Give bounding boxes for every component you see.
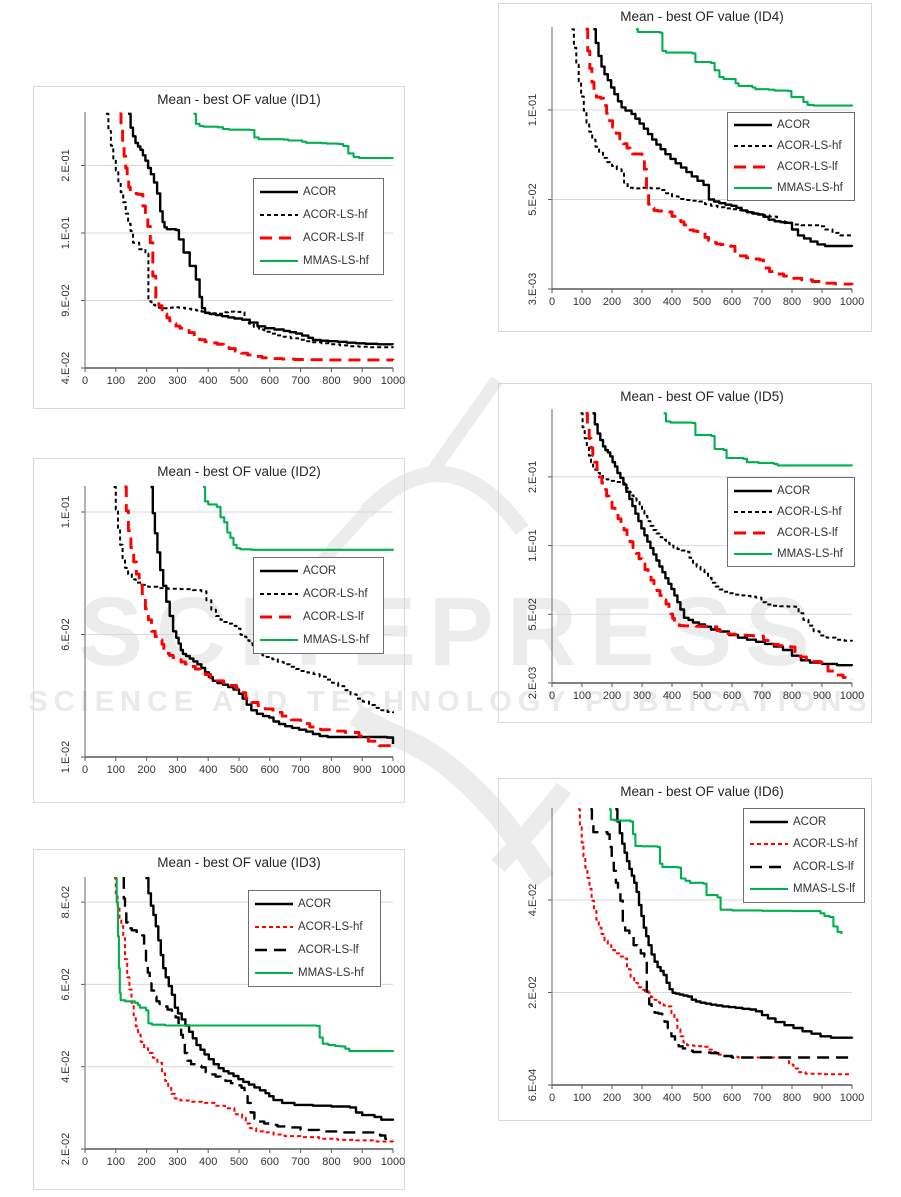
chart-title-id2: Mean - best OF value (ID2) — [157, 464, 321, 479]
legend-label: ACOR-LS-hf — [303, 588, 368, 601]
legend-label: ACOR — [793, 816, 827, 829]
legend-line-sample — [260, 615, 298, 619]
legend-label: MMAS-LS-hf — [777, 181, 843, 194]
legend-id6: ACOR ACOR-LS-hf ACOR-LS-lf MMAS-LS-lf — [743, 808, 865, 903]
legend-label: ACOR-LS-lf — [303, 231, 364, 244]
legend-entry: ACOR — [255, 898, 374, 910]
legend-label: MMAS-LS-lf — [793, 882, 855, 895]
legend-entry: ACOR-LS-lf — [750, 861, 858, 873]
legend-line-sample — [750, 820, 788, 824]
legend-line-sample — [260, 236, 298, 240]
legend-line-sample — [750, 887, 788, 890]
legend-entry: ACOR-LS-lf — [260, 232, 377, 244]
legend-line-sample — [260, 570, 298, 573]
legend-entry: ACOR-LS-hf — [260, 588, 377, 600]
legend-label: MMAS-LS-hf — [303, 254, 369, 267]
legend-label: ACOR-LS-lf — [298, 943, 359, 956]
legend-line-sample — [260, 214, 298, 217]
legend-entry: MMAS-LS-hf — [260, 255, 377, 267]
legend-id5: ACOR ACOR-LS-hf ACOR-LS-lf MMAS-LS-hf — [727, 477, 855, 567]
legend-entry: MMAS-LS-hf — [734, 548, 848, 560]
chart-panel-id6 — [498, 778, 872, 1121]
chart-panel-id3 — [33, 849, 405, 1190]
legend-line-sample — [734, 510, 772, 513]
legend-entry: ACOR-LS-hf — [260, 209, 377, 221]
legend-line-sample — [734, 531, 772, 534]
legend-line-sample — [734, 489, 772, 492]
legend-entry: ACOR-LS-lf — [255, 944, 374, 956]
legend-label: ACOR — [298, 898, 332, 911]
legend-entry: ACOR — [260, 565, 377, 577]
legend-entry: ACOR-LS-hf — [734, 140, 848, 152]
chart-title-id4: Mean - best OF value (ID4) — [620, 9, 784, 24]
legend-line-sample — [734, 145, 772, 148]
legend-line-sample — [734, 186, 772, 189]
legend-id1: ACOR ACOR-LS-hf ACOR-LS-lf MMAS-LS-hf — [253, 178, 384, 275]
legend-label: ACOR-LS-lf — [777, 160, 838, 173]
legend-label: ACOR — [303, 186, 337, 199]
legend-label: MMAS-LS-hf — [298, 966, 364, 979]
legend-label: MMAS-LS-hf — [777, 547, 843, 560]
chart-panel-id1 — [33, 86, 405, 409]
legend-label: ACOR-LS-lf — [793, 860, 854, 873]
legend-line-sample — [734, 165, 772, 169]
legend-label: ACOR-LS-hf — [777, 505, 842, 518]
legend-label: ACOR-LS-lf — [303, 610, 364, 623]
legend-entry: ACOR-LS-hf — [750, 838, 858, 850]
legend-id3: ACOR ACOR-LS-hf ACOR-LS-lf MMAS-LS-hf — [248, 890, 381, 987]
legend-line-sample — [260, 259, 298, 262]
legend-label: MMAS-LS-hf — [303, 633, 369, 646]
legend-line-sample — [260, 593, 298, 596]
legend-entry: ACOR — [260, 186, 377, 198]
legend-label: ACOR — [303, 565, 337, 578]
legend-line-sample — [734, 552, 772, 555]
legend-entry: ACOR-LS-lf — [260, 611, 377, 623]
legend-entry: ACOR — [734, 119, 848, 131]
legend-label: ACOR — [777, 119, 811, 132]
legend-line-sample — [255, 903, 293, 906]
legend-line-sample — [260, 638, 298, 641]
legend-label: ACOR-LS-hf — [298, 921, 363, 934]
chart-title-id5: Mean - best OF value (ID5) — [620, 389, 784, 404]
legend-line-sample — [255, 971, 293, 974]
legend-line-sample — [255, 926, 293, 929]
legend-entry: ACOR — [750, 816, 858, 828]
legend-label: ACOR-LS-lf — [777, 526, 838, 539]
legend-entry: ACOR-LS-hf — [255, 921, 374, 933]
legend-label: ACOR-LS-hf — [777, 140, 842, 153]
legend-label: ACOR-LS-hf — [303, 209, 368, 222]
chart-title-id1: Mean - best OF value (ID1) — [157, 92, 321, 107]
legend-entry: MMAS-LS-lf — [750, 883, 858, 895]
legend-entry: MMAS-LS-hf — [255, 967, 374, 979]
chart-panel-id2 — [33, 458, 405, 803]
chart-title-id6: Mean - best OF value (ID6) — [620, 784, 784, 799]
legend-entry: MMAS-LS-hf — [734, 182, 848, 194]
legend-line-sample — [734, 124, 772, 127]
legend-entry: ACOR-LS-hf — [734, 506, 848, 518]
legend-id2: ACOR ACOR-LS-hf ACOR-LS-lf MMAS-LS-hf — [253, 557, 384, 654]
legend-label: ACOR-LS-hf — [793, 838, 858, 851]
legend-line-sample — [750, 865, 788, 868]
legend-entry: ACOR-LS-lf — [734, 527, 848, 539]
legend-line-sample — [255, 948, 293, 952]
legend-line-sample — [260, 191, 298, 194]
legend-entry: ACOR — [734, 485, 848, 497]
legend-entry: ACOR-LS-lf — [734, 161, 848, 173]
chart-panel-id5 — [498, 383, 872, 723]
chart-panel-id4 — [498, 3, 872, 332]
legend-entry: MMAS-LS-hf — [260, 634, 377, 646]
chart-title-id3: Mean - best OF value (ID3) — [157, 855, 321, 870]
legend-line-sample — [750, 843, 788, 846]
legend-label: ACOR — [777, 484, 811, 497]
legend-id4: ACOR ACOR-LS-hf ACOR-LS-lf MMAS-LS-hf — [727, 112, 855, 201]
